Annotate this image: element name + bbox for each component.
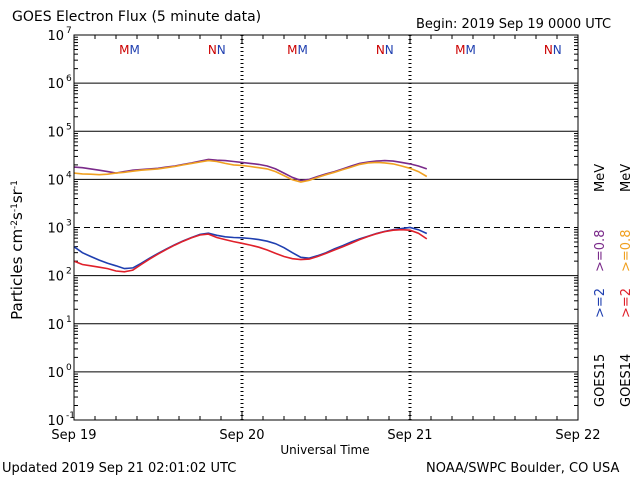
x-tick-label: Sep 22 [555, 428, 600, 443]
y-tick-exponent-1e3: 3 [66, 219, 72, 229]
updated-timestamp: Updated 2019 Sep 21 02:01:02 UTC [2, 461, 237, 476]
y-tick-label-1e3: 10 [47, 222, 64, 237]
x-tick-labels: Sep 19 Sep 20 Sep 21 Sep 22 [51, 428, 600, 443]
legend-satellite-goes14: GOES14 [619, 354, 634, 407]
x-tick-label: Sep 20 [219, 428, 264, 443]
eclipse-marker: MM [455, 43, 476, 57]
y-tick-exponent-1e0: 0 [66, 363, 72, 373]
series-line-goes14-0-8-mev [73, 159, 428, 183]
x-tick-label: Sep 19 [51, 428, 96, 443]
y-tick-label-1e-1: 10 [47, 414, 64, 429]
source-label: NOAA/SWPC Boulder, CO USA [426, 461, 620, 476]
legend-satellite-goes15: GOES15 [593, 354, 608, 407]
plot-frame [73, 34, 579, 421]
eclipse-markers: MM NN MM NN MM NN [119, 43, 562, 57]
series-line-goes14-2-mev [73, 228, 428, 273]
legend-channel-ge2: >=2 [593, 288, 608, 318]
y-tick-exponent-1e5: 5 [66, 122, 72, 132]
legend-channel-ge08: >=0.8 [619, 230, 634, 272]
y-tick-exponent-1e6: 6 [66, 74, 72, 84]
eclipse-marker: MM [119, 43, 140, 57]
eclipse-marker: NN [376, 43, 394, 57]
y-axis-label: Particles cm-2s-1sr-1 [8, 180, 26, 320]
eclipse-marker: MM [287, 43, 308, 57]
y-tick-label-1e7: 10 [47, 29, 64, 44]
x-axis-label: Universal Time [280, 443, 369, 457]
y-tick-label-1e4: 10 [47, 173, 64, 188]
y-tick-label-1e0: 10 [47, 366, 64, 381]
series-line-goes15-0-8-mev [73, 158, 428, 182]
y-tick-label-1e2: 10 [47, 270, 64, 285]
series-line-goes15-2-mev [73, 226, 428, 270]
y-tick-exponent-1e2: 2 [66, 267, 72, 277]
y-tick-label-1e5: 10 [47, 125, 64, 140]
series-lines [73, 158, 428, 273]
y-tick-exponent-1e-1: -1 [66, 411, 75, 421]
eclipse-marker: NN [544, 43, 562, 57]
legend-channel-ge08: >=0.8 [593, 230, 608, 272]
legend-unit: MeV [619, 164, 634, 192]
chart-title: GOES Electron Flux (5 minute data) [12, 9, 262, 25]
x-tick-label: Sep 21 [387, 428, 432, 443]
y-tick-exponent-1e7: 7 [66, 26, 72, 36]
y-tick-exponent-1e1: 1 [66, 315, 72, 325]
begin-time-label: Begin: 2019 Sep 19 0000 UTC [416, 17, 612, 32]
grid-lines [74, 36, 578, 407]
legend-unit: MeV [593, 164, 608, 192]
y-tick-label-1e1: 10 [47, 318, 64, 333]
legend: GOES15 >=2 >=0.8 MeV GOES14 >=2 >=0.8 MeV [593, 164, 634, 407]
legend-channel-ge2: >=2 [619, 288, 634, 318]
y-tick-exponent-1e4: 4 [66, 170, 72, 180]
eclipse-marker: NN [208, 43, 226, 57]
y-tick-label-1e6: 10 [47, 77, 64, 92]
